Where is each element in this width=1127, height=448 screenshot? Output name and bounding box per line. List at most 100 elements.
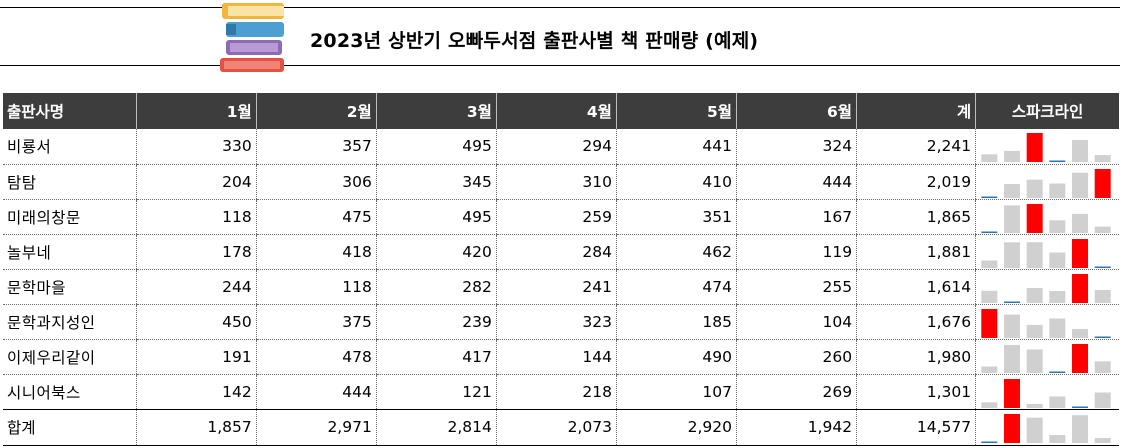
month-4-sales[interactable]: 218 [495,374,617,409]
footer-month-3[interactable]: 2,814 [375,408,497,446]
row-sparkline [981,203,1111,233]
publisher-name[interactable]: 비룡서 [3,129,137,165]
month-5-sales[interactable]: 107 [615,374,737,409]
publisher-name[interactable]: 문학과지성인 [3,304,137,340]
month-6-sales[interactable]: 255 [735,269,857,305]
month-3-sales[interactable]: 495 [375,129,497,165]
month-4-sales[interactable]: 310 [495,164,617,200]
header-sparkline[interactable]: 스파크라인 [975,93,1119,129]
sparkline-cell[interactable] [975,339,1119,375]
row-total[interactable]: 1,865 [856,199,976,235]
footer-month-6[interactable]: 1,942 [735,408,857,446]
month-1-sales[interactable]: 118 [135,199,257,235]
month-5-sales[interactable]: 351 [615,199,737,235]
sparkline-cell[interactable] [975,269,1119,305]
month-2-sales[interactable]: 475 [255,199,377,235]
month-5-sales[interactable]: 474 [615,269,737,305]
month-3-sales[interactable]: 239 [375,304,497,340]
publisher-name[interactable]: 놀부네 [3,234,137,270]
footer-month-2[interactable]: 2,971 [255,408,377,446]
month-1-sales[interactable]: 142 [135,374,257,409]
books-stack-icon [220,3,284,72]
sparkline-bar-min [1049,160,1066,162]
sparkline-cell[interactable] [975,164,1119,200]
month-5-sales[interactable]: 410 [615,164,737,200]
month-2-sales[interactable]: 375 [255,304,377,340]
month-6-sales[interactable]: 260 [735,339,857,375]
month-6-sales[interactable]: 167 [735,199,857,235]
month-3-sales[interactable]: 495 [375,199,497,235]
header-month-3[interactable]: 3월 [375,93,497,129]
month-3-sales[interactable]: 121 [375,374,497,409]
row-total[interactable]: 1,676 [856,304,976,340]
publisher-name[interactable]: 이제우리같이 [3,339,137,375]
month-1-sales[interactable]: 191 [135,339,257,375]
month-1-sales[interactable]: 330 [135,129,257,165]
month-4-sales[interactable]: 144 [495,339,617,375]
month-1-sales[interactable]: 178 [135,234,257,270]
sparkline-cell[interactable] [975,129,1119,165]
header-month-4[interactable]: 4월 [495,93,617,129]
header-month-1[interactable]: 1월 [135,93,257,129]
row-total[interactable]: 2,241 [856,129,976,165]
publisher-name[interactable]: 시니어북스 [7,383,81,402]
month-3-sales[interactable]: 345 [375,164,497,200]
month-6-sales[interactable]: 119 [735,234,857,270]
footer-label[interactable]: 합계 [3,408,137,446]
month-5-sales[interactable]: 185 [615,304,737,340]
sparkline-cell[interactable] [975,234,1119,270]
month-6-sales[interactable]: 444 [735,164,857,200]
row-total[interactable]: 1,614 [856,269,976,305]
sparkline-bar [1026,403,1043,408]
month-4-sales[interactable]: 284 [495,234,617,270]
header-month-5[interactable]: 5월 [615,93,737,129]
month-6-sales[interactable]: 269 [735,374,857,409]
sparkline-bar [1049,434,1066,443]
month-2-sales[interactable]: 118 [255,269,377,305]
sparkline-cell[interactable] [975,304,1119,340]
month-3-sales[interactable]: 420 [375,234,497,270]
month-4-sales[interactable]: 323 [495,304,617,340]
row-total[interactable]: 1,980 [856,339,976,375]
month-5-sales[interactable]: 490 [615,339,737,375]
sparkline-cell[interactable] [975,199,1119,235]
sparkline-bar-max [1004,413,1021,443]
footer-month-5[interactable]: 2,920 [615,408,737,446]
row-total[interactable]: 1,301 [856,374,976,409]
month-6-sales[interactable]: 324 [735,129,857,165]
month-5-sales[interactable]: 462 [615,234,737,270]
row-sparkline [981,238,1111,268]
header-month-2[interactable]: 2월 [255,93,377,129]
month-5-sales[interactable]: 441 [615,129,737,165]
header-month-6[interactable]: 6월 [735,93,857,129]
month-2-sales[interactable]: 306 [255,164,377,200]
footer-total[interactable]: 14,577 [856,408,976,446]
sparkline-bar-max [981,308,998,338]
month-3-sales[interactable]: 417 [375,339,497,375]
publisher-name[interactable]: 탐탐 [3,164,137,200]
row-total[interactable]: 2,019 [856,164,976,200]
month-4-sales[interactable]: 294 [495,129,617,165]
month-3-sales[interactable]: 282 [375,269,497,305]
month-2-sales[interactable]: 478 [255,339,377,375]
sparkline-bar [981,290,998,303]
footer-month-1[interactable]: 1,857 [135,408,257,446]
month-4-sales[interactable]: 241 [495,269,617,305]
sparkline-cell[interactable] [975,374,1119,409]
month-2-sales[interactable]: 444 [255,374,377,409]
month-1-sales[interactable]: 450 [135,304,257,340]
header-publisher[interactable]: 출판사명 [3,93,137,129]
row-total[interactable]: 1,881 [856,234,976,270]
month-4-sales[interactable]: 259 [495,199,617,235]
publisher-name[interactable]: 문학마을 [3,269,137,305]
month-2-sales[interactable]: 357 [255,129,377,165]
month-6-sales[interactable]: 104 [735,304,857,340]
month-1-sales[interactable]: 204 [135,164,257,200]
month-1-sales[interactable]: 244 [135,269,257,305]
publisher-name[interactable]: 미래의창문 [3,199,137,235]
footer-month-4[interactable]: 2,073 [495,408,617,446]
table-row: 시니어북스 142 444 121 218 107 269 1,301 [3,374,1119,409]
header-total[interactable]: 계 [856,93,976,129]
footer-sparkline-cell[interactable] [975,408,1119,446]
month-2-sales[interactable]: 418 [255,234,377,270]
